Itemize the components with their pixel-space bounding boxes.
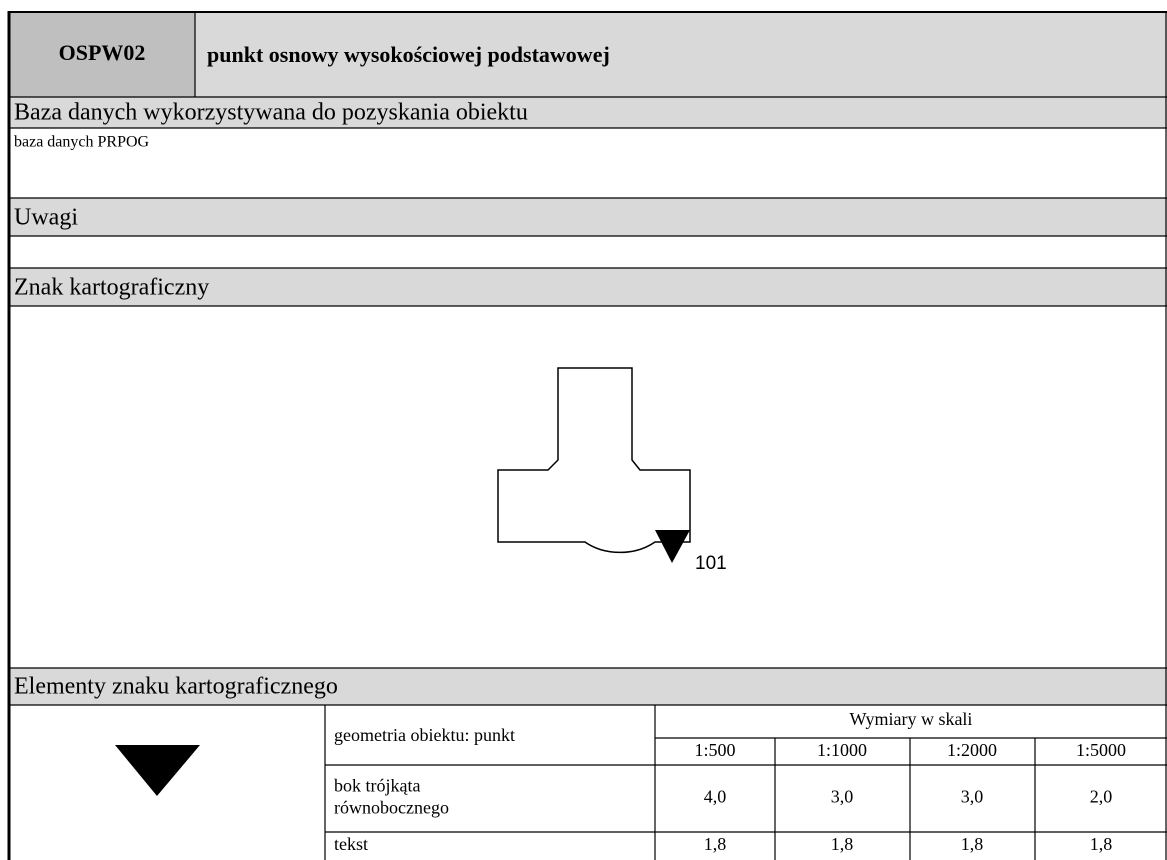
table-cell: 3,0 [961,787,984,807]
table-cell: 4,0 [704,787,727,807]
section-heading: Znak kartograficzny [14,275,209,301]
table-cell: bok trójkąta [334,776,420,796]
section-text: baza danych PRPOG [14,134,150,151]
table-header: 1:2000 [947,740,997,760]
code-cell [10,12,195,97]
table-cell: 2,0 [1090,787,1113,807]
section-bg [10,97,1167,128]
table-cell: 1,8 [704,834,727,854]
table-cell: 1,8 [831,834,854,854]
table-cell: 1,8 [1090,834,1113,854]
section-heading: Baza danych wykorzystywana do pozyskania… [14,100,528,126]
table-cell: 3,0 [831,787,854,807]
title-cell [195,12,1167,97]
table-header: 1:5000 [1076,740,1126,760]
section-bg [10,198,1167,236]
table-header: 1:500 [694,740,735,760]
triangle-icon [655,530,690,563]
map-symbol [497,367,691,554]
table-cell: tekst [334,834,368,854]
table-cell: 1,8 [961,834,984,854]
title: punkt osnowy wysokościowej podstawowej [207,42,610,67]
table-cell: geometria obiektu: punkt [334,725,515,745]
borders [7,11,1167,860]
table-cell: równobocznego [334,798,449,818]
symbol-label: 101 [695,553,727,574]
code: OSPW02 [59,40,146,65]
section-bg [10,668,1167,705]
triangle-icon [115,745,200,796]
section-bg [10,268,1167,306]
table-header: Wymiary w skali [850,709,973,729]
section-heading: Uwagi [14,205,78,231]
table-header: 1:1000 [817,740,867,760]
section-heading: Elementy znaku kartograficznego [14,674,338,700]
